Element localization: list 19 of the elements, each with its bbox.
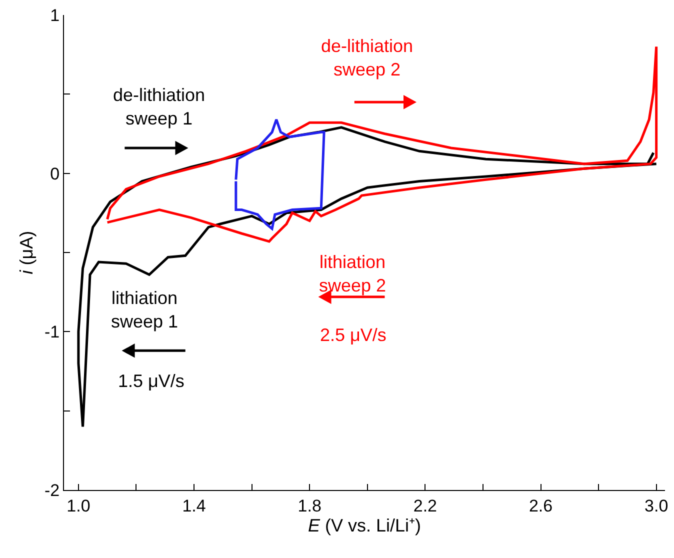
x-tick-label: 1.8 <box>298 496 322 516</box>
y-axis-title: i (μA) <box>16 230 37 274</box>
annotation: de-lithiation sweep 2 <box>321 36 414 80</box>
y-tick-label: -2 <box>44 480 60 500</box>
annotation: lithiation sweep 2 <box>319 252 386 296</box>
x-axis-title: E (V vs. Li/Li⁺) <box>308 516 422 536</box>
x-tick-label: 2.2 <box>413 496 437 516</box>
annotation: 2.5 μV/s <box>320 325 386 345</box>
x-tick-label: 3.0 <box>644 496 668 516</box>
annotation: de-lithiation sweep 1 <box>113 85 206 128</box>
annotation: lithiation sweep 1 <box>111 288 178 332</box>
y-tick-label: -1 <box>44 322 60 342</box>
line-series <box>234 118 326 230</box>
annotation: 1.5 μV/s <box>118 371 184 391</box>
y-tick-label: 0 <box>50 164 60 184</box>
x-tick-label: 1.4 <box>182 496 206 516</box>
x-tick-label: 1.0 <box>66 496 90 516</box>
x-tick-label: 2.6 <box>528 496 553 516</box>
y-tick-label: 1 <box>50 6 60 25</box>
